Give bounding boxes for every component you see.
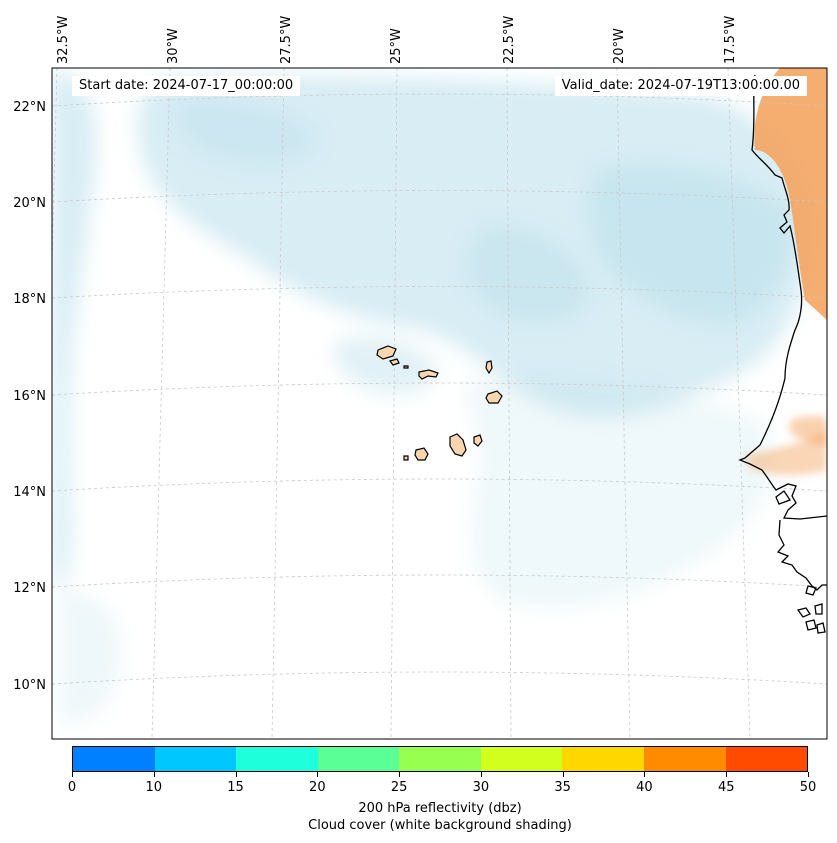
cloud-patch-islands bbox=[332, 336, 440, 394]
parallel-20n bbox=[52, 190, 827, 203]
colorbar-tick-mark bbox=[644, 772, 646, 777]
colorbar-tick-mark bbox=[317, 772, 319, 777]
meridian-17-5w bbox=[727, 68, 751, 739]
colorbar-segment-1 bbox=[154, 747, 237, 771]
map-frame bbox=[51, 67, 828, 740]
island-sao-nicolau bbox=[418, 369, 439, 380]
cloud-cover-layer bbox=[52, 70, 811, 723]
colorbar-tick-label: 0 bbox=[67, 780, 77, 795]
coast-guinea-bissau bbox=[776, 519, 827, 591]
parallel-18n bbox=[52, 286, 827, 299]
parallel-22n bbox=[52, 93, 827, 107]
colorbar-tick-mark bbox=[235, 772, 237, 777]
colorbar-segment-3 bbox=[317, 747, 400, 771]
cloud-patch-south bbox=[467, 377, 774, 608]
parallel-14n bbox=[52, 478, 827, 492]
coast-gambia bbox=[775, 490, 791, 505]
valid-date-label: Valid_date: 2024-07-19T13:00:00.00 bbox=[554, 76, 807, 96]
meridian-20w bbox=[616, 68, 631, 739]
colorbar-tick-mark bbox=[72, 772, 73, 777]
meridian-27-5w bbox=[271, 68, 285, 739]
lat-label-22n: 22°N bbox=[13, 100, 46, 115]
meridian-25w bbox=[390, 68, 398, 739]
colorbar-tick-label: 25 bbox=[390, 780, 408, 795]
colorbar-tick-mark bbox=[480, 772, 482, 777]
cape-verde-islands bbox=[376, 345, 503, 461]
island-brava bbox=[403, 455, 409, 461]
island-fogo bbox=[414, 447, 429, 461]
cloud-core-mid bbox=[467, 228, 590, 322]
lat-label-16n: 16°N bbox=[13, 389, 46, 404]
lat-label-20n: 20°N bbox=[13, 196, 46, 211]
coast-mauritania bbox=[738, 74, 827, 520]
cloud-patch-sw bbox=[60, 590, 122, 723]
colorbar-tick-mark bbox=[153, 772, 155, 777]
colorbar-tick-label: 15 bbox=[227, 780, 244, 795]
colorbar-tick-mark bbox=[399, 772, 401, 777]
parallel-12n bbox=[52, 574, 827, 588]
lat-label-10n: 10°N bbox=[13, 678, 46, 693]
lat-label-14n: 14°N bbox=[13, 485, 46, 500]
island-maio bbox=[473, 434, 483, 447]
lat-label-12n: 12°N bbox=[13, 581, 46, 596]
africa-coastline bbox=[738, 74, 827, 634]
colorbar-ticks: 0 10 15 20 25 30 35 40 45 50 bbox=[68, 772, 816, 800]
colorbar-sublabel: Cloud cover (white background shading) bbox=[308, 818, 572, 833]
cloud-core-east bbox=[589, 166, 793, 322]
island-santo-antao bbox=[376, 345, 397, 360]
colorbar-segment-8 bbox=[725, 747, 808, 771]
colorbar-tick-mark bbox=[726, 772, 728, 777]
latitude-labels: 22°N 20°N 18°N 16°N 14°N 12°N 10°N bbox=[13, 100, 46, 693]
lon-label-27-5w: 27.5°W bbox=[279, 16, 294, 64]
colorbar bbox=[72, 746, 808, 772]
parallel-16n bbox=[52, 382, 827, 396]
meridian-30w bbox=[151, 68, 171, 739]
colorbar-segment-5 bbox=[480, 747, 563, 771]
coast-bissau-islands bbox=[796, 585, 826, 634]
start-date-label: Start date: 2024-07-17_00:00:00 bbox=[72, 76, 301, 96]
lon-label-25w: 25°W bbox=[389, 28, 404, 64]
colorbar-tick-mark bbox=[562, 772, 564, 777]
colorbar-tick-label: 10 bbox=[145, 780, 163, 795]
island-santa-luzia bbox=[403, 365, 409, 369]
reflectivity-africa-north bbox=[754, 68, 827, 320]
island-boa-vista bbox=[485, 390, 503, 404]
parallel-10n bbox=[52, 671, 827, 685]
colorbar-tick-label: 50 bbox=[799, 780, 817, 795]
colorbar-segment-6 bbox=[562, 747, 644, 771]
lon-label-30w: 30°W bbox=[166, 28, 181, 64]
lon-label-32-5w: 32.5°W bbox=[56, 16, 71, 64]
reflectivity-layer bbox=[745, 68, 827, 476]
colorbar-tick-mark bbox=[808, 772, 809, 777]
colorbar-segment-0 bbox=[73, 747, 155, 771]
island-sal bbox=[485, 360, 493, 375]
lon-label-22-5w: 22.5°W bbox=[502, 16, 517, 64]
colorbar-segment-2 bbox=[236, 747, 318, 771]
lon-label-17-5w: 17.5°W bbox=[723, 16, 738, 64]
graticule bbox=[52, 68, 827, 739]
colorbar-tick-label: 30 bbox=[472, 780, 490, 795]
meridian-22-5w bbox=[506, 68, 512, 739]
colorbar-tick-label: 20 bbox=[309, 780, 326, 795]
island-santiago bbox=[449, 433, 467, 457]
colorbar-tick-label: 40 bbox=[636, 780, 653, 795]
colorbar-segment-4 bbox=[399, 747, 481, 771]
colorbar-tick-label: 35 bbox=[554, 780, 571, 795]
colorbar-tick-label: 45 bbox=[717, 780, 735, 795]
lon-label-20w: 20°W bbox=[612, 28, 627, 64]
lat-label-18n: 18°N bbox=[13, 292, 46, 307]
reflectivity-coast-patch bbox=[790, 415, 827, 445]
longitude-labels: 32.5°W 30°W 27.5°W 25°W 22.5°W 20°W 17.5… bbox=[56, 16, 738, 64]
colorbar-segment-7 bbox=[643, 747, 726, 771]
colorbar-label: 200 hPa reflectivity (dbz) bbox=[358, 801, 522, 816]
island-sao-vicente bbox=[388, 358, 400, 366]
